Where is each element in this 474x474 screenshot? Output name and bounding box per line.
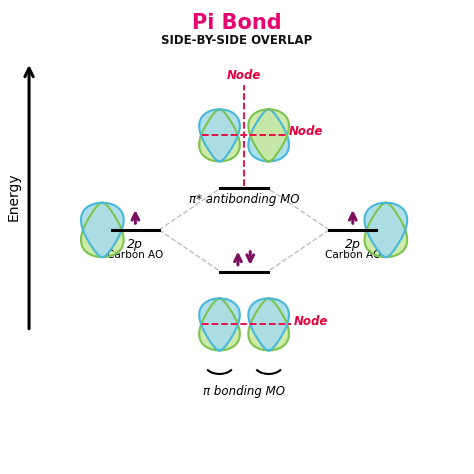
- Polygon shape: [199, 109, 240, 161]
- Polygon shape: [365, 203, 407, 257]
- Polygon shape: [248, 299, 289, 350]
- Polygon shape: [199, 109, 240, 161]
- Text: SIDE-BY-SIDE OVERLAP: SIDE-BY-SIDE OVERLAP: [161, 34, 313, 47]
- Text: π bonding MO: π bonding MO: [203, 385, 285, 398]
- Text: Node: Node: [227, 69, 261, 82]
- Text: Pi Bond: Pi Bond: [192, 12, 282, 33]
- Text: Carbon AO: Carbon AO: [325, 250, 381, 260]
- Polygon shape: [199, 299, 240, 350]
- Polygon shape: [248, 109, 289, 161]
- Polygon shape: [365, 203, 407, 257]
- Text: Energy: Energy: [7, 173, 21, 221]
- Polygon shape: [248, 299, 289, 350]
- Polygon shape: [81, 203, 124, 257]
- Polygon shape: [248, 109, 289, 161]
- Text: 2p: 2p: [345, 238, 361, 251]
- Text: 2p: 2p: [128, 238, 143, 251]
- Text: Node: Node: [294, 315, 328, 328]
- Text: Node: Node: [289, 125, 323, 138]
- Text: Carbon AO: Carbon AO: [107, 250, 164, 260]
- Text: π* antibonding MO: π* antibonding MO: [189, 193, 300, 206]
- Polygon shape: [199, 299, 240, 350]
- Polygon shape: [81, 203, 124, 257]
